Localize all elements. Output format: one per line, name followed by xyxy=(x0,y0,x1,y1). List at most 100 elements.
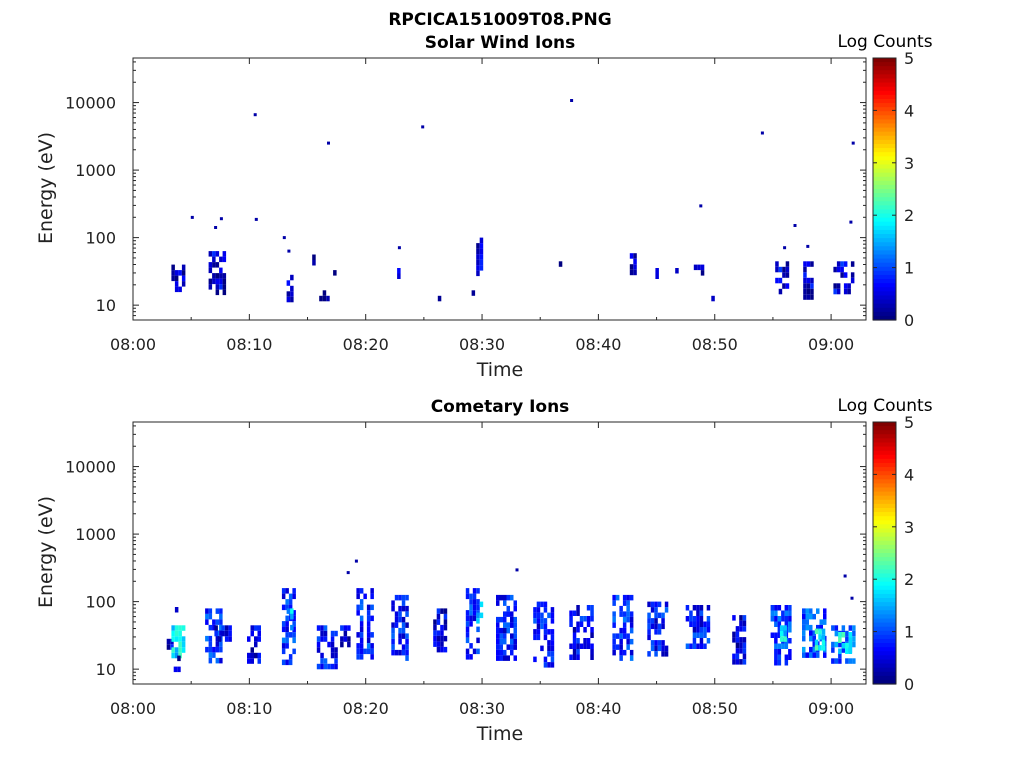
heatmap-cell xyxy=(586,643,591,649)
heatmap-cell xyxy=(513,605,517,612)
heatmap-cell xyxy=(843,261,848,267)
heatmap-cell xyxy=(166,638,171,645)
heatmap-cell xyxy=(401,627,406,634)
heatmap-cell xyxy=(629,616,634,623)
heatmap-cell xyxy=(510,611,514,617)
heatmap-cell xyxy=(465,648,470,655)
heatmap-cell xyxy=(370,604,374,611)
heatmap-cell xyxy=(254,625,258,631)
heatmap-cell xyxy=(657,601,662,608)
heatmap-cell xyxy=(533,612,537,619)
heatmap-cell xyxy=(806,294,811,300)
heatmap-cell xyxy=(398,638,402,645)
heatmap-cell xyxy=(774,610,778,616)
heatmap-cell xyxy=(784,621,789,627)
heatmap-cell xyxy=(788,621,792,627)
heatmap-cell xyxy=(739,626,743,632)
heatmap-cell xyxy=(250,652,254,659)
heatmap-cell xyxy=(215,641,220,647)
heatmap-point xyxy=(699,204,703,208)
heatmap-cell xyxy=(506,622,510,628)
heatmap-cell xyxy=(320,663,324,670)
heatmap-cell xyxy=(809,624,813,631)
heatmap-cell xyxy=(228,625,232,631)
heatmap-cell xyxy=(572,649,577,655)
heatmap-cell xyxy=(775,261,779,267)
heatmap-cell xyxy=(476,626,480,633)
x-tick-label: 08:10 xyxy=(226,699,272,718)
colorbar-segment xyxy=(873,675,896,681)
heatmap-cell xyxy=(171,264,175,271)
heatmap-cell xyxy=(394,622,399,628)
heatmap-cell xyxy=(499,649,503,656)
heatmap-cell xyxy=(356,654,360,660)
heatmap-cell xyxy=(391,649,395,656)
heatmap-cell xyxy=(802,619,806,625)
heatmap-cell xyxy=(370,632,374,638)
heatmap-cell xyxy=(506,655,510,661)
heatmap-cell xyxy=(472,599,477,605)
heatmap-cell xyxy=(657,645,662,652)
colorbar-segment xyxy=(873,180,896,186)
heatmap-cell xyxy=(394,649,399,656)
colorbar-segment xyxy=(873,139,896,145)
heatmap-cell xyxy=(292,637,296,644)
heatmap-cell xyxy=(217,636,222,642)
x-tick-label: 09:00 xyxy=(808,335,854,354)
heatmap-cell xyxy=(285,588,289,594)
heatmap-cell xyxy=(285,604,289,611)
heatmap-cell xyxy=(586,605,591,611)
colorbar-tick-label: 4 xyxy=(904,465,914,484)
heatmap-cell xyxy=(285,659,289,666)
heatmap-cell xyxy=(356,604,360,611)
colorbar-segment xyxy=(873,148,896,153)
heatmap-cell xyxy=(802,652,806,658)
heatmap-cell xyxy=(215,251,220,257)
heatmap-cell xyxy=(281,593,286,600)
heatmap-cell xyxy=(316,636,321,642)
heatmap-point xyxy=(783,246,787,250)
heatmap-cell xyxy=(742,615,747,621)
heatmap-cell xyxy=(806,277,811,284)
heatmap-cell xyxy=(330,641,335,648)
heatmap-cell xyxy=(788,654,792,660)
heatmap-cell xyxy=(650,618,655,624)
heatmap-cell xyxy=(340,636,344,642)
heatmap-cell xyxy=(496,627,500,634)
heatmap-cell xyxy=(465,626,470,633)
heatmap-cell xyxy=(476,270,480,277)
heatmap-cell xyxy=(285,643,289,649)
heatmap-cell xyxy=(281,637,286,644)
heatmap-cell xyxy=(612,622,616,628)
heatmap-cell xyxy=(405,605,409,612)
colorbar-segment xyxy=(873,593,896,599)
colorbar-tick-label: 0 xyxy=(904,311,914,330)
heatmap-cell xyxy=(503,655,507,661)
heatmap-cell xyxy=(612,644,616,650)
heatmap-cell xyxy=(590,632,594,638)
heatmap-cell xyxy=(818,645,822,651)
colorbar-segment xyxy=(873,491,896,497)
heatmap-cell xyxy=(397,273,401,279)
heatmap-cell xyxy=(831,658,835,664)
heatmap-cell xyxy=(785,272,790,278)
heatmap-cell xyxy=(212,652,216,658)
heatmap-cell xyxy=(401,622,406,628)
heatmap-cell xyxy=(288,599,293,605)
heatmap-cell xyxy=(391,627,395,634)
heatmap-cell xyxy=(443,613,448,620)
colorbar-tick-label: 1 xyxy=(904,623,914,642)
colorbar-frame xyxy=(872,421,897,685)
colorbar-segment xyxy=(873,213,896,219)
heatmap-cell xyxy=(316,663,321,670)
x-tick-label: 08:30 xyxy=(459,699,505,718)
heatmap-cell xyxy=(208,652,213,658)
solar-wind-colorbar-label: Log Counts xyxy=(837,32,932,52)
heatmap-cell xyxy=(356,593,360,600)
colorbar-segment xyxy=(873,671,896,677)
heatmap-cell xyxy=(569,616,573,622)
heatmap-cell xyxy=(359,621,364,627)
heatmap-cell xyxy=(735,648,740,654)
heatmap-cell xyxy=(821,628,826,635)
heatmap-cell xyxy=(626,644,630,650)
